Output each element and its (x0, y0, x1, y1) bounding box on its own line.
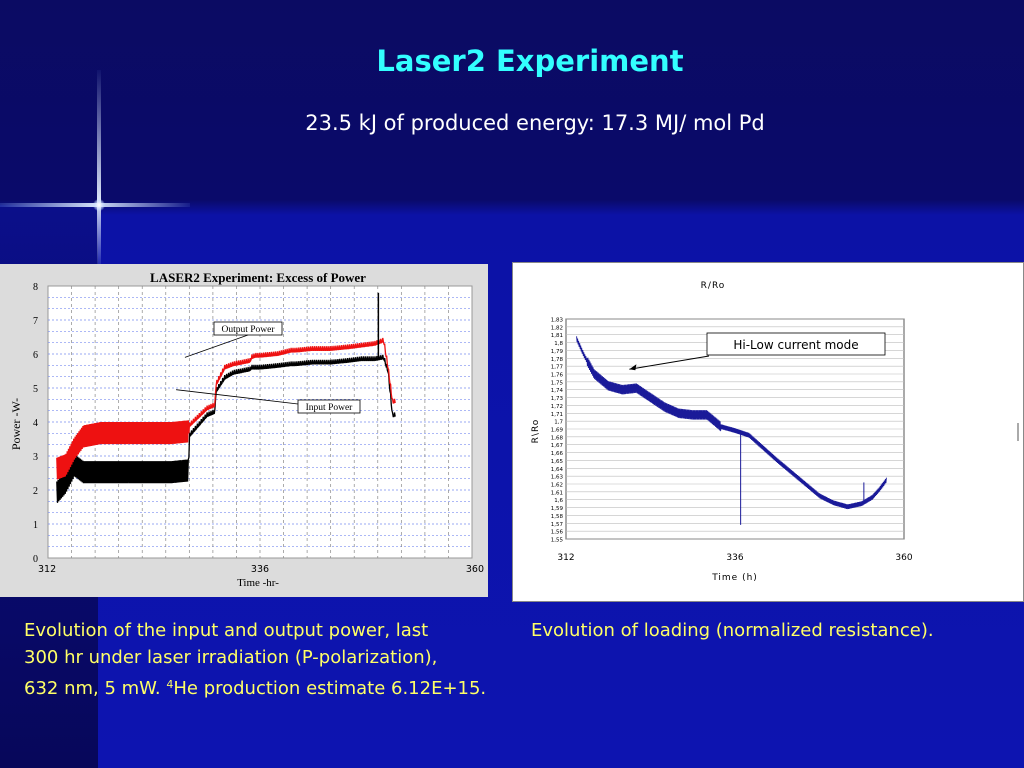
y-tick-label: 1,55 (551, 538, 564, 544)
x-tick-label: 312 (557, 553, 574, 563)
annotation-label: Hi-Low current mode (733, 338, 858, 352)
y-tick-label: 1 (33, 520, 38, 531)
y-tick-label: 1,67 (551, 443, 564, 449)
resistance-chart-series (576, 336, 887, 525)
power-chart-panel: LASER2 Experiment: Excess of Power Time … (0, 264, 488, 597)
y-tick-label: 1,58 (551, 514, 564, 520)
x-tick-label: 360 (895, 553, 912, 563)
y-tick-label: 1,66 (551, 451, 564, 457)
resistance-chart-annotations: Hi-Low current mode (629, 332, 886, 371)
y-tick-label: 1,77 (551, 365, 564, 371)
y-tick-label: 1,61 (551, 490, 563, 496)
y-tick-label: 1,64 (551, 467, 564, 473)
y-tick-label: 1,8 (554, 341, 563, 347)
y-tick-label: 1,72 (551, 404, 563, 410)
y-tick-label: 1,74 (551, 388, 564, 394)
x-tick-label: 336 (251, 564, 269, 575)
x-tick-label: 312 (38, 564, 56, 575)
annotation-box (706, 332, 886, 356)
y-tick-label: 1,62 (551, 483, 563, 489)
annotation-box (297, 399, 361, 414)
y-tick-label: 2 (33, 486, 38, 497)
caption-power-line-1: Evolution of the input and output power,… (24, 620, 429, 641)
resistance-chart-title: R/Ro (701, 281, 726, 291)
y-tick-label: 1,63 (551, 475, 564, 481)
y-tick-label: 4 (33, 418, 38, 429)
power-chart-series (56, 292, 396, 503)
y-tick-label: 1,78 (551, 357, 564, 363)
y-tick-label: 7 (33, 316, 38, 327)
y-tick-label: 1,82 (551, 325, 563, 331)
x-tick-label: 360 (466, 564, 484, 575)
annotation-label: Input Power (306, 403, 354, 413)
annotation-arrow (176, 389, 299, 405)
y-tick-label: 1,59 (551, 506, 564, 512)
slide-subtitle: 23.5 kJ of produced energy: 17.3 MJ/ mol… (305, 111, 765, 135)
y-tick-label: 1,71 (551, 412, 563, 418)
y-tick-label: 1,7 (554, 420, 563, 426)
annotation-arrowhead (629, 364, 637, 371)
annotation-arrow (184, 334, 249, 358)
power-chart-title: LASER2 Experiment: Excess of Power (150, 270, 366, 285)
resistance-chart-panel: R/Ro Time (h) R\Ro 1,55 1,56 1,57 1,58 1,59 1… (512, 262, 1024, 602)
lens-flare-center (93, 199, 105, 211)
y-tick-label: 8 (33, 282, 38, 293)
caption-power-line-3: 632 nm, 5 mW. 4He production estimate 6.… (24, 671, 554, 702)
y-tick-label: 1,68 (551, 435, 564, 441)
y-tick-label: 1,69 (551, 428, 564, 434)
slide-title: Laser2 Experiment (376, 44, 684, 78)
power-chart-ylabel: Power -W- (9, 398, 23, 450)
resistance-chart-x-ticks: 312 336 360 (557, 553, 912, 563)
y-tick-label: 5 (33, 384, 38, 395)
resistance-chart-y-ticks: 1,55 1,56 1,57 1,58 1,59 1,6 1,611,62 1,63 1,64 1… (551, 318, 564, 544)
y-tick-label: 1,57 (551, 522, 564, 528)
caption-power-line-2: 300 hr under laser irradiation (P-polari… (24, 647, 438, 668)
power-chart-x-ticks: 312 336 360 (38, 564, 484, 575)
series-input-power (56, 354, 396, 503)
y-tick-label: 1,83 (551, 318, 564, 324)
power-chart-xlabel: Time -hr- (237, 577, 279, 589)
caption-power-line-3-prefix: 632 nm, 5 mW. (24, 678, 167, 699)
caption-resistance: Evolution of loading (normalized resista… (531, 620, 934, 641)
y-tick-label: 3 (33, 452, 38, 463)
power-chart-annotations: Output Power Input Power (176, 321, 361, 414)
y-tick-label: 0 (33, 554, 38, 565)
y-tick-label: 1,6 (554, 498, 563, 504)
power-chart: LASER2 Experiment: Excess of Power Time … (0, 264, 488, 597)
lens-flare-vertical (97, 70, 101, 270)
y-tick-label: 6 (33, 350, 38, 361)
series-resistance (576, 336, 887, 510)
y-tick-label: 1,73 (551, 396, 564, 402)
caption-power-superscript: 4 (166, 678, 174, 691)
y-tick-label: 1,56 (551, 530, 564, 536)
y-tick-label: 1,75 (551, 380, 564, 386)
power-chart-grid (48, 286, 472, 558)
y-tick-label: 1,79 (551, 349, 564, 355)
caption-power: Evolution of the input and output power,… (24, 617, 554, 702)
resistance-chart: R/Ro Time (h) R\Ro 1,551,561,571,581,591… (531, 281, 1019, 583)
caption-power-line-3-suffix: He production estimate 6.12E+15. (173, 678, 487, 699)
annotation-arrow (629, 355, 710, 370)
y-tick-label: 1,81 (551, 333, 563, 339)
annotation-label: Output Power (221, 325, 275, 335)
power-chart-y-ticks: 0 1 2 3 4 5 6 7 8 (33, 282, 38, 565)
x-tick-label: 336 (726, 553, 743, 563)
y-tick-label: 1,65 (551, 459, 564, 465)
resistance-chart-ylabel: R\Ro (531, 419, 541, 444)
y-tick-label: 1,76 (551, 373, 564, 379)
resistance-chart-xlabel: Time (h) (711, 573, 758, 583)
series-output-power (56, 337, 396, 480)
